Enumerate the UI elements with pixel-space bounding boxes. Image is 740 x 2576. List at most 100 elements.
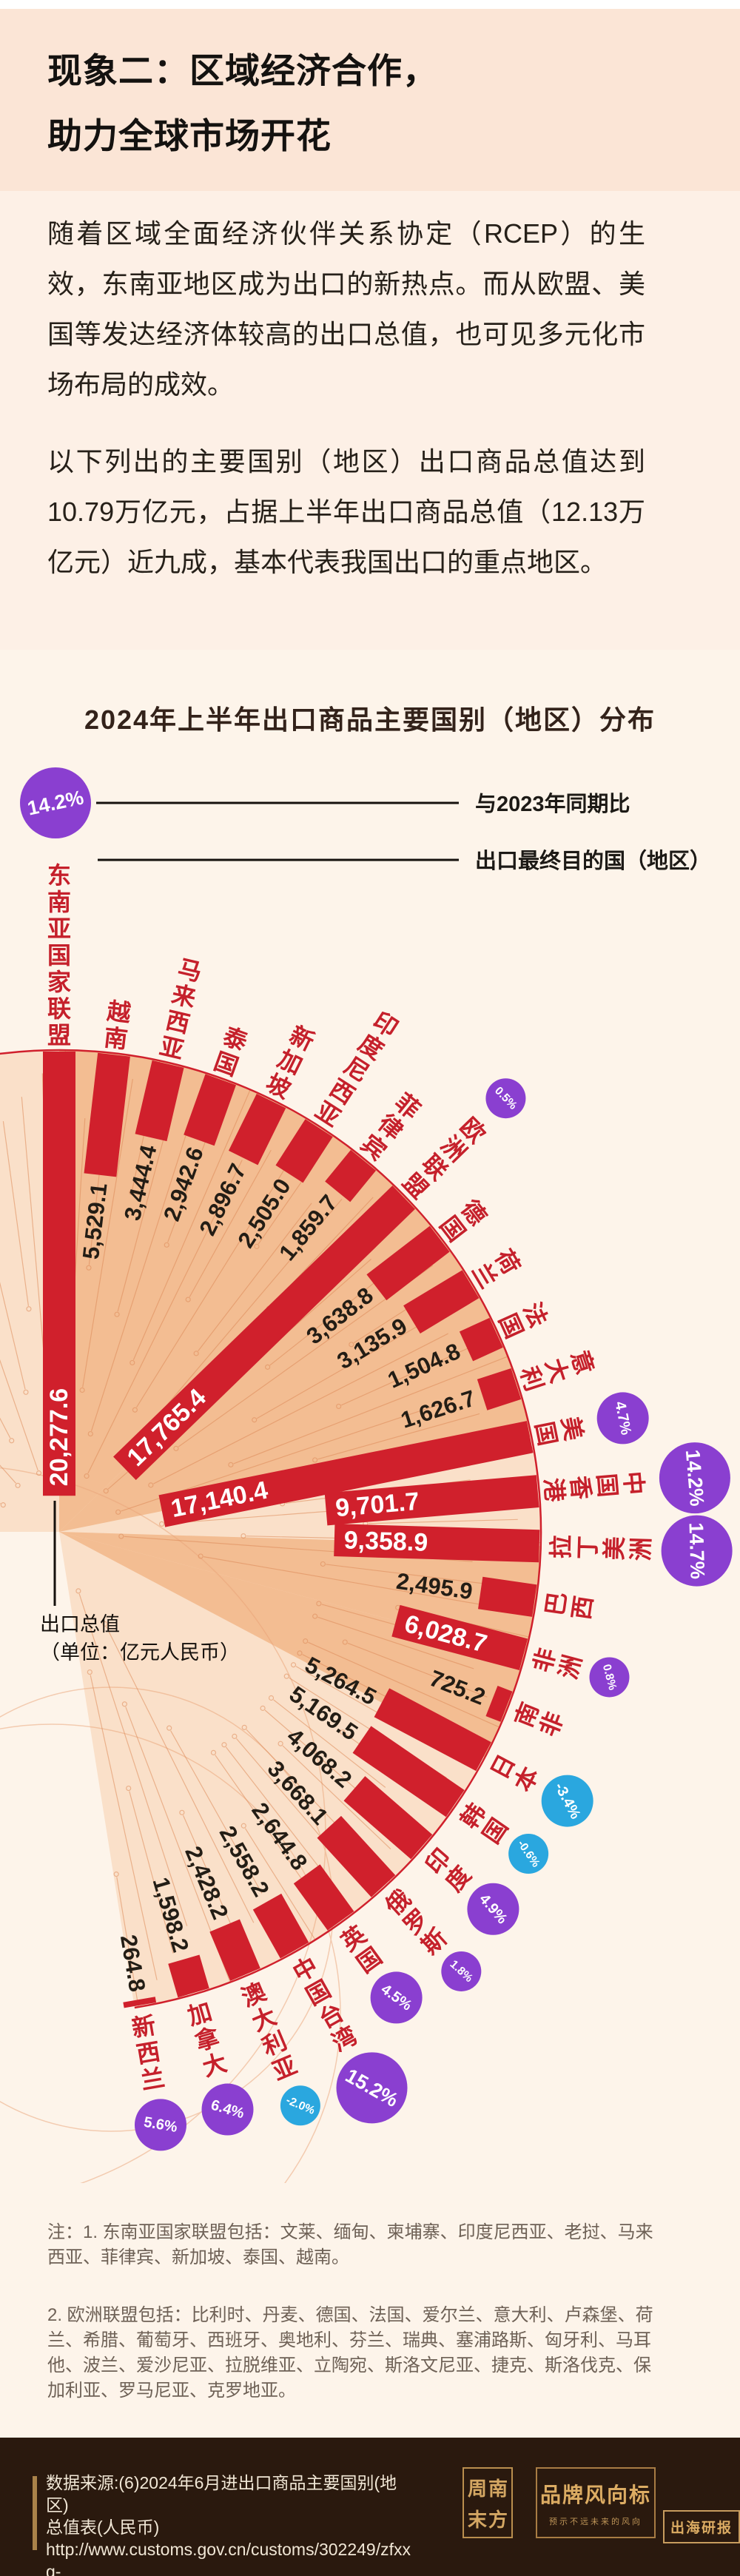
fan-bar — [374, 1688, 491, 1772]
fan-bar — [84, 1052, 130, 1177]
pct-badge — [659, 1442, 730, 1514]
fan-bar — [477, 1368, 522, 1410]
fan-country-label: 东南亚国家联盟 — [47, 862, 71, 1049]
chart-title: 2024年上半年出口商品主要国别（地区）分布 — [84, 704, 656, 735]
pct-badge — [485, 1078, 526, 1119]
pct-badge-value: 14.2% — [682, 1449, 708, 1507]
fan-country-label: 泰国 — [211, 1023, 252, 1081]
footer-accent-bar — [33, 2476, 37, 2550]
fan-bar — [334, 1524, 540, 1563]
fan-rim-arc — [0, 1049, 542, 2009]
note-1: 注：1. 东南亚国家联盟包括：文莱、缅甸、柬埔寨、印度尼西亚、老挝、马来西亚、菲… — [47, 2222, 653, 2267]
pct-badge — [596, 1392, 649, 1445]
svg-text:国: 国 — [47, 942, 71, 969]
svg-text:西: 西 — [135, 2038, 163, 2068]
fan-bar — [403, 1270, 480, 1334]
seal-char: 方 — [488, 2509, 508, 2531]
fan-bar — [352, 1726, 465, 1817]
pct-badge — [661, 1515, 733, 1587]
fan-country-label: 德国 — [435, 1195, 492, 1246]
fan-bar — [113, 1186, 415, 1481]
svg-text:大: 大 — [200, 2049, 230, 2082]
fan-bar — [366, 1225, 450, 1301]
axis-label-line2: （单位：亿元人民币） — [40, 1641, 240, 1664]
header: 现象二：区域经济合作， 助力全球市场开花 — [0, 9, 740, 191]
svg-text:南: 南 — [103, 1024, 130, 1053]
fan-bar — [317, 1815, 396, 1897]
notes-section: 注：1. 东南亚国家联盟包括：文莱、缅甸、柬埔寨、印度尼西亚、老挝、马来西亚、菲… — [0, 2220, 740, 2404]
fan-country-label: 英国 — [336, 1920, 386, 1978]
svg-text:美: 美 — [556, 1414, 588, 1442]
fan-bar — [293, 1864, 354, 1931]
svg-text:拉: 拉 — [548, 1535, 575, 1559]
fan-bar — [459, 1317, 503, 1362]
fan-bar — [275, 1119, 333, 1183]
svg-text:东: 东 — [47, 862, 71, 889]
svg-text:美: 美 — [601, 1536, 628, 1561]
fan-bar — [43, 1052, 75, 1496]
fan-country-label: 拉丁美洲 — [548, 1535, 655, 1561]
fan-country-label: 欧洲联盟 — [397, 1112, 491, 1203]
svg-text:国: 国 — [593, 1473, 622, 1499]
brand-logo-box: 品牌风向标 预示不远未来的风向 — [536, 2467, 656, 2538]
fan-bar — [228, 1093, 286, 1166]
pct-badge — [541, 1775, 593, 1827]
svg-text:马: 马 — [175, 955, 204, 986]
pct-badge-value: 14.7% — [684, 1522, 708, 1579]
svg-text:越: 越 — [106, 998, 133, 1027]
fan-bar — [135, 1060, 184, 1142]
svg-text:香: 香 — [566, 1475, 595, 1501]
seal-char: 末 — [467, 2509, 487, 2531]
fan-country-label: 越南 — [103, 998, 133, 1053]
fan-country-label: 意大利 — [515, 1347, 599, 1394]
fan-country-label: 非洲 — [529, 1645, 587, 1681]
fan-value-label: 20,277.6 — [45, 1388, 73, 1486]
data-source-line: 总值表(人民币) — [46, 2518, 160, 2537]
fan-bar — [324, 1475, 539, 1526]
fan-country-label: 法国 — [494, 1299, 553, 1342]
pct-badge — [134, 2099, 186, 2151]
fan-bar — [184, 1074, 236, 1146]
fan-country-label: 新加坡 — [262, 1021, 318, 1103]
svg-text:中: 中 — [619, 1470, 648, 1496]
fan-country-label: 韩国 — [456, 1798, 513, 1848]
chart-section: 2024年上半年出口商品主要国别（地区）分布 20,277.6 东南亚国家联盟 5,… — [0, 650, 740, 2438]
note-2: 2. 欧洲联盟包括：比利时、丹麦、德国、法国、爱尔兰、意大利、卢森堡、荷兰、希腊… — [47, 2305, 653, 2401]
fan-value-label: 9,358.9 — [343, 1526, 428, 1556]
page-title-line1: 现象二：区域经济合作， — [47, 51, 438, 90]
fan-country-label: 美国 — [531, 1414, 588, 1448]
svg-text:盟: 盟 — [47, 1022, 71, 1049]
fan-bar — [391, 1604, 528, 1671]
fan-bar — [485, 1685, 513, 1722]
svg-text:西: 西 — [164, 1006, 192, 1038]
svg-text:联: 联 — [47, 995, 71, 1022]
svg-text:国: 国 — [531, 1419, 562, 1447]
intro-paragraph-2: 以下列出的主要国别（地区）出口商品总值达到10.79万亿元，占据上半年出口商品总… — [47, 446, 645, 577]
page-title-line2: 助力全球市场开花 — [47, 116, 332, 155]
pct-badge — [441, 1951, 482, 1991]
intro-section: 随着区域全面经济伙伴关系协定（RCEP）的生效，东南亚地区成为出口的新热点。而从… — [0, 191, 740, 650]
fan-bar — [343, 1776, 433, 1860]
svg-text:洲: 洲 — [628, 1537, 655, 1561]
top-strip — [0, 0, 740, 9]
legend-label-1: 与2023年同期比 — [475, 791, 630, 816]
brand-subtitle: 预示不远未来的风向 — [549, 2518, 642, 2526]
fan-country-label: 俄罗斯 — [380, 1885, 451, 1960]
fan-chart-svg: 20,277.6东南亚国家联盟5,529.1越南3,444.4马来西亚2,942… — [0, 767, 733, 2302]
pct-badge — [336, 2052, 408, 2124]
fan-bar — [478, 1576, 537, 1617]
fan-bar — [158, 1421, 534, 1527]
svg-text:兰: 兰 — [139, 2064, 167, 2094]
fan-bar — [123, 1997, 157, 2008]
fan-country-label: 南非 — [510, 1699, 568, 1741]
southern-weekly-seal-logo: 周 南 末 方 — [462, 2467, 513, 2538]
fan-bar — [168, 1954, 209, 1998]
fan-bar — [325, 1149, 377, 1203]
intro-paragraph-1: 随着区域全面经济伙伴关系协定（RCEP）的生效，东南亚地区成为出口的新热点。而从… — [47, 218, 645, 400]
fan-country-label: 加拿大 — [184, 1998, 229, 2082]
report-tag-box: 出海研报 — [663, 2510, 740, 2543]
fan-country-label: 荷兰 — [467, 1245, 525, 1293]
